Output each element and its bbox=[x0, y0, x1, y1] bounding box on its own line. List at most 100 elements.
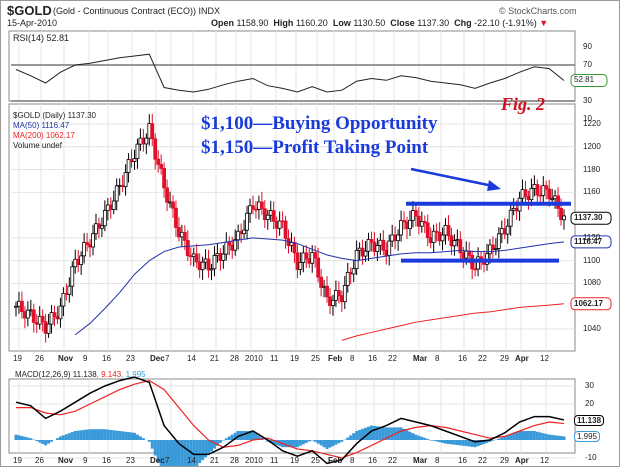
macd-label-value: MACD(12,26,9) 11.138 bbox=[15, 370, 97, 379]
annotation-sell: $1,150—Profit Taking Point bbox=[201, 137, 429, 158]
candle-body bbox=[265, 214, 270, 221]
macd-histogram-bar bbox=[518, 431, 522, 440]
description: (Gold - Continuous Contract (ECO)) INDX bbox=[53, 6, 221, 16]
macd-histogram-bar bbox=[58, 436, 62, 440]
macd-histogram-bar bbox=[358, 429, 362, 440]
macd-histogram-bar bbox=[556, 435, 560, 440]
candle-body bbox=[416, 215, 421, 227]
candle-body bbox=[313, 252, 318, 259]
candle-body bbox=[419, 221, 424, 227]
macd-histogram-bar bbox=[210, 440, 214, 452]
candle-body bbox=[464, 250, 469, 259]
macd-histogram-bar bbox=[85, 429, 89, 440]
x-tick-label: 23 bbox=[126, 354, 135, 363]
macd-histogram-bar bbox=[485, 440, 489, 443]
candle-body bbox=[25, 309, 30, 319]
close-value: 1137.30 bbox=[417, 18, 450, 28]
candle-body bbox=[396, 234, 401, 242]
macd-histogram-bar bbox=[405, 430, 409, 440]
macd-histogram-bar bbox=[441, 440, 445, 443]
macd-histogram-bar bbox=[476, 440, 480, 447]
macd-histogram-bar bbox=[426, 438, 430, 440]
candle-body bbox=[268, 210, 273, 216]
macd-histogram-bar bbox=[106, 429, 110, 440]
chg-label: Chg bbox=[454, 18, 472, 28]
macd-histogram-bar bbox=[44, 440, 48, 446]
macd-histogram-bar bbox=[242, 431, 246, 440]
high-value: 1160.20 bbox=[295, 18, 328, 28]
macd-histogram-bar bbox=[547, 434, 551, 440]
candle-body bbox=[431, 230, 436, 244]
candle-body bbox=[144, 137, 149, 145]
macd-histogram-bar bbox=[156, 440, 160, 463]
candle-body bbox=[138, 137, 143, 145]
candle-body bbox=[562, 215, 566, 221]
macd-histogram-bar bbox=[506, 435, 510, 440]
candle-body bbox=[230, 244, 235, 251]
candle-body bbox=[496, 233, 501, 249]
candle-body bbox=[129, 159, 134, 162]
macd-signal-value: , 9.143 bbox=[96, 370, 122, 379]
macd-histogram-bar bbox=[174, 440, 178, 466]
macd-histogram-bar bbox=[215, 440, 219, 446]
candle-body bbox=[120, 184, 125, 188]
candle-body bbox=[491, 244, 495, 250]
x-tick-label: 25 bbox=[311, 456, 320, 465]
x-tick-label: 16 bbox=[458, 354, 467, 363]
candle-body bbox=[233, 239, 238, 251]
macd-histogram-bar bbox=[432, 440, 436, 441]
macd-histogram-bar bbox=[26, 437, 30, 440]
candle-body bbox=[117, 184, 122, 187]
macd-histogram-bar bbox=[461, 440, 465, 446]
macd-histogram-bar bbox=[503, 436, 507, 440]
candle-body bbox=[126, 159, 131, 173]
macd-histogram-bar bbox=[192, 440, 196, 466]
macd-histogram-bar bbox=[355, 431, 359, 440]
macd-histogram-bar bbox=[325, 440, 329, 449]
candle-body bbox=[185, 239, 190, 257]
candle-body bbox=[224, 241, 229, 255]
candle-body bbox=[108, 204, 113, 210]
candle-body bbox=[37, 315, 42, 325]
candle-body bbox=[111, 200, 116, 210]
macd-histogram-bar bbox=[491, 440, 495, 441]
candle-body bbox=[413, 210, 418, 217]
ohlc: Open 1158.90 High 1160.20 Low 1130.50 Cl… bbox=[211, 18, 548, 28]
candle-body bbox=[351, 268, 356, 275]
macd-histogram-bar bbox=[67, 433, 71, 440]
x-tick-label: Feb bbox=[328, 354, 343, 363]
macd-histogram-bar bbox=[414, 434, 418, 440]
x-tick-label: Mar bbox=[413, 456, 428, 465]
macd-histogram-bar bbox=[310, 440, 314, 441]
macd-histogram-bar bbox=[535, 431, 539, 440]
macd-histogram-bar bbox=[304, 440, 308, 443]
x-tick-label: 8 bbox=[350, 354, 355, 363]
candle-body bbox=[123, 172, 128, 188]
x-tick-label: 25 bbox=[311, 354, 320, 363]
candle-body bbox=[425, 222, 430, 239]
arrow-head bbox=[487, 180, 501, 191]
legend-ma200: MA(200) 1062.17 bbox=[13, 131, 75, 140]
candle-body bbox=[476, 256, 480, 270]
legend-volume: Volume undef bbox=[13, 141, 62, 150]
low-label: Low bbox=[332, 18, 351, 28]
macd-histogram-bar bbox=[103, 429, 107, 440]
candle-body bbox=[259, 201, 264, 210]
candle-body bbox=[514, 208, 519, 212]
candle-body bbox=[212, 255, 217, 270]
x-tick-label: 22 bbox=[388, 456, 397, 465]
macd-histogram-bar bbox=[521, 431, 525, 440]
macd-histogram-bar bbox=[94, 429, 98, 440]
candle-body bbox=[22, 311, 27, 319]
candle-body bbox=[67, 285, 72, 295]
macd-histogram-bar bbox=[523, 431, 527, 440]
candle-body bbox=[256, 201, 261, 210]
candle-body bbox=[334, 290, 338, 301]
candle-body bbox=[520, 189, 525, 199]
macd-histogram-bar bbox=[177, 440, 181, 466]
chg-value: -22.10 (-1.91%) bbox=[474, 18, 537, 28]
macd-histogram-bar bbox=[444, 440, 448, 444]
macd-histogram-bar bbox=[420, 436, 424, 440]
candle-body bbox=[165, 187, 169, 203]
